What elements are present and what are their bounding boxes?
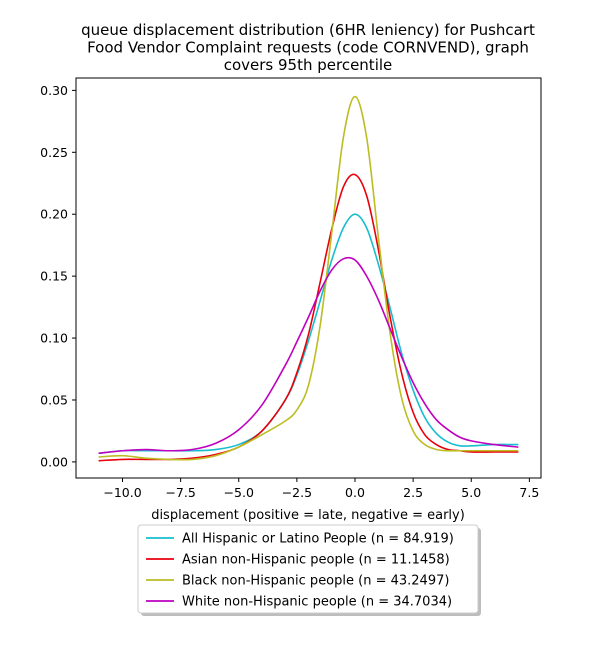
- y-tick-label: 0.30: [40, 83, 68, 98]
- y-tick-label: 0.10: [40, 331, 68, 346]
- y-tick-label: 0.00: [40, 454, 68, 469]
- x-axis-ticks: −10.0 −7.5 −5.0 −2.5 0.0 2.5 5.0 7.5: [103, 478, 539, 500]
- x-tick-label: 2.5: [403, 485, 423, 500]
- legend: All Hispanic or Latino People (n = 84.91…: [137, 524, 481, 616]
- plot-frame: [75, 77, 542, 479]
- y-tick-label: 0.25: [40, 145, 68, 160]
- chart-title-line-1: queue displacement distribution (6HR len…: [81, 21, 535, 39]
- x-axis-label: displacement (positive = late, negative …: [151, 508, 465, 523]
- legend-label: All Hispanic or Latino People (n = 84.91…: [182, 532, 454, 547]
- legend-label: Black non-Hispanic people (n = 43.2497): [182, 574, 449, 589]
- legend-label: Asian non-Hispanic people (n = 11.1458): [182, 553, 450, 568]
- series-line-1: [98, 213, 519, 455]
- x-tick-label: −10.0: [103, 485, 141, 500]
- chart-title-line-2: Food Vendor Complaint requests (code COR…: [87, 39, 529, 57]
- legend-label: White non-Hispanic people (n = 34.7034): [182, 595, 452, 610]
- y-axis-ticks: 0.00 0.05 0.10 0.15 0.20 0.25 0.30: [40, 83, 76, 469]
- x-tick-label: −5.0: [224, 485, 254, 500]
- y-tick-label: 0.15: [40, 269, 68, 284]
- chart-title: queue displacement distribution (6HR len…: [81, 21, 535, 74]
- legend-box: [137, 524, 479, 614]
- x-tick-label: −2.5: [282, 485, 312, 500]
- series-line-2: [98, 173, 519, 462]
- x-tick-label: 7.5: [519, 485, 539, 500]
- x-tick-label: −7.5: [165, 485, 195, 500]
- series-group: [98, 95, 519, 462]
- series-line-4: [98, 256, 519, 455]
- y-tick-label: 0.20: [40, 207, 68, 222]
- legend-items: All Hispanic or Latino People (n = 84.91…: [146, 532, 454, 610]
- x-tick-label: 5.0: [461, 485, 481, 500]
- y-tick-label: 0.05: [40, 392, 68, 407]
- plot-area: −10.0 −7.5 −5.0 −2.5 0.0 2.5 5.0 7.5 0.000.050.…: [40, 77, 542, 500]
- x-tick-label: 0.0: [345, 485, 365, 500]
- chart-title-line-3: covers 95th percentile: [224, 56, 393, 74]
- series-line-3: [98, 95, 519, 461]
